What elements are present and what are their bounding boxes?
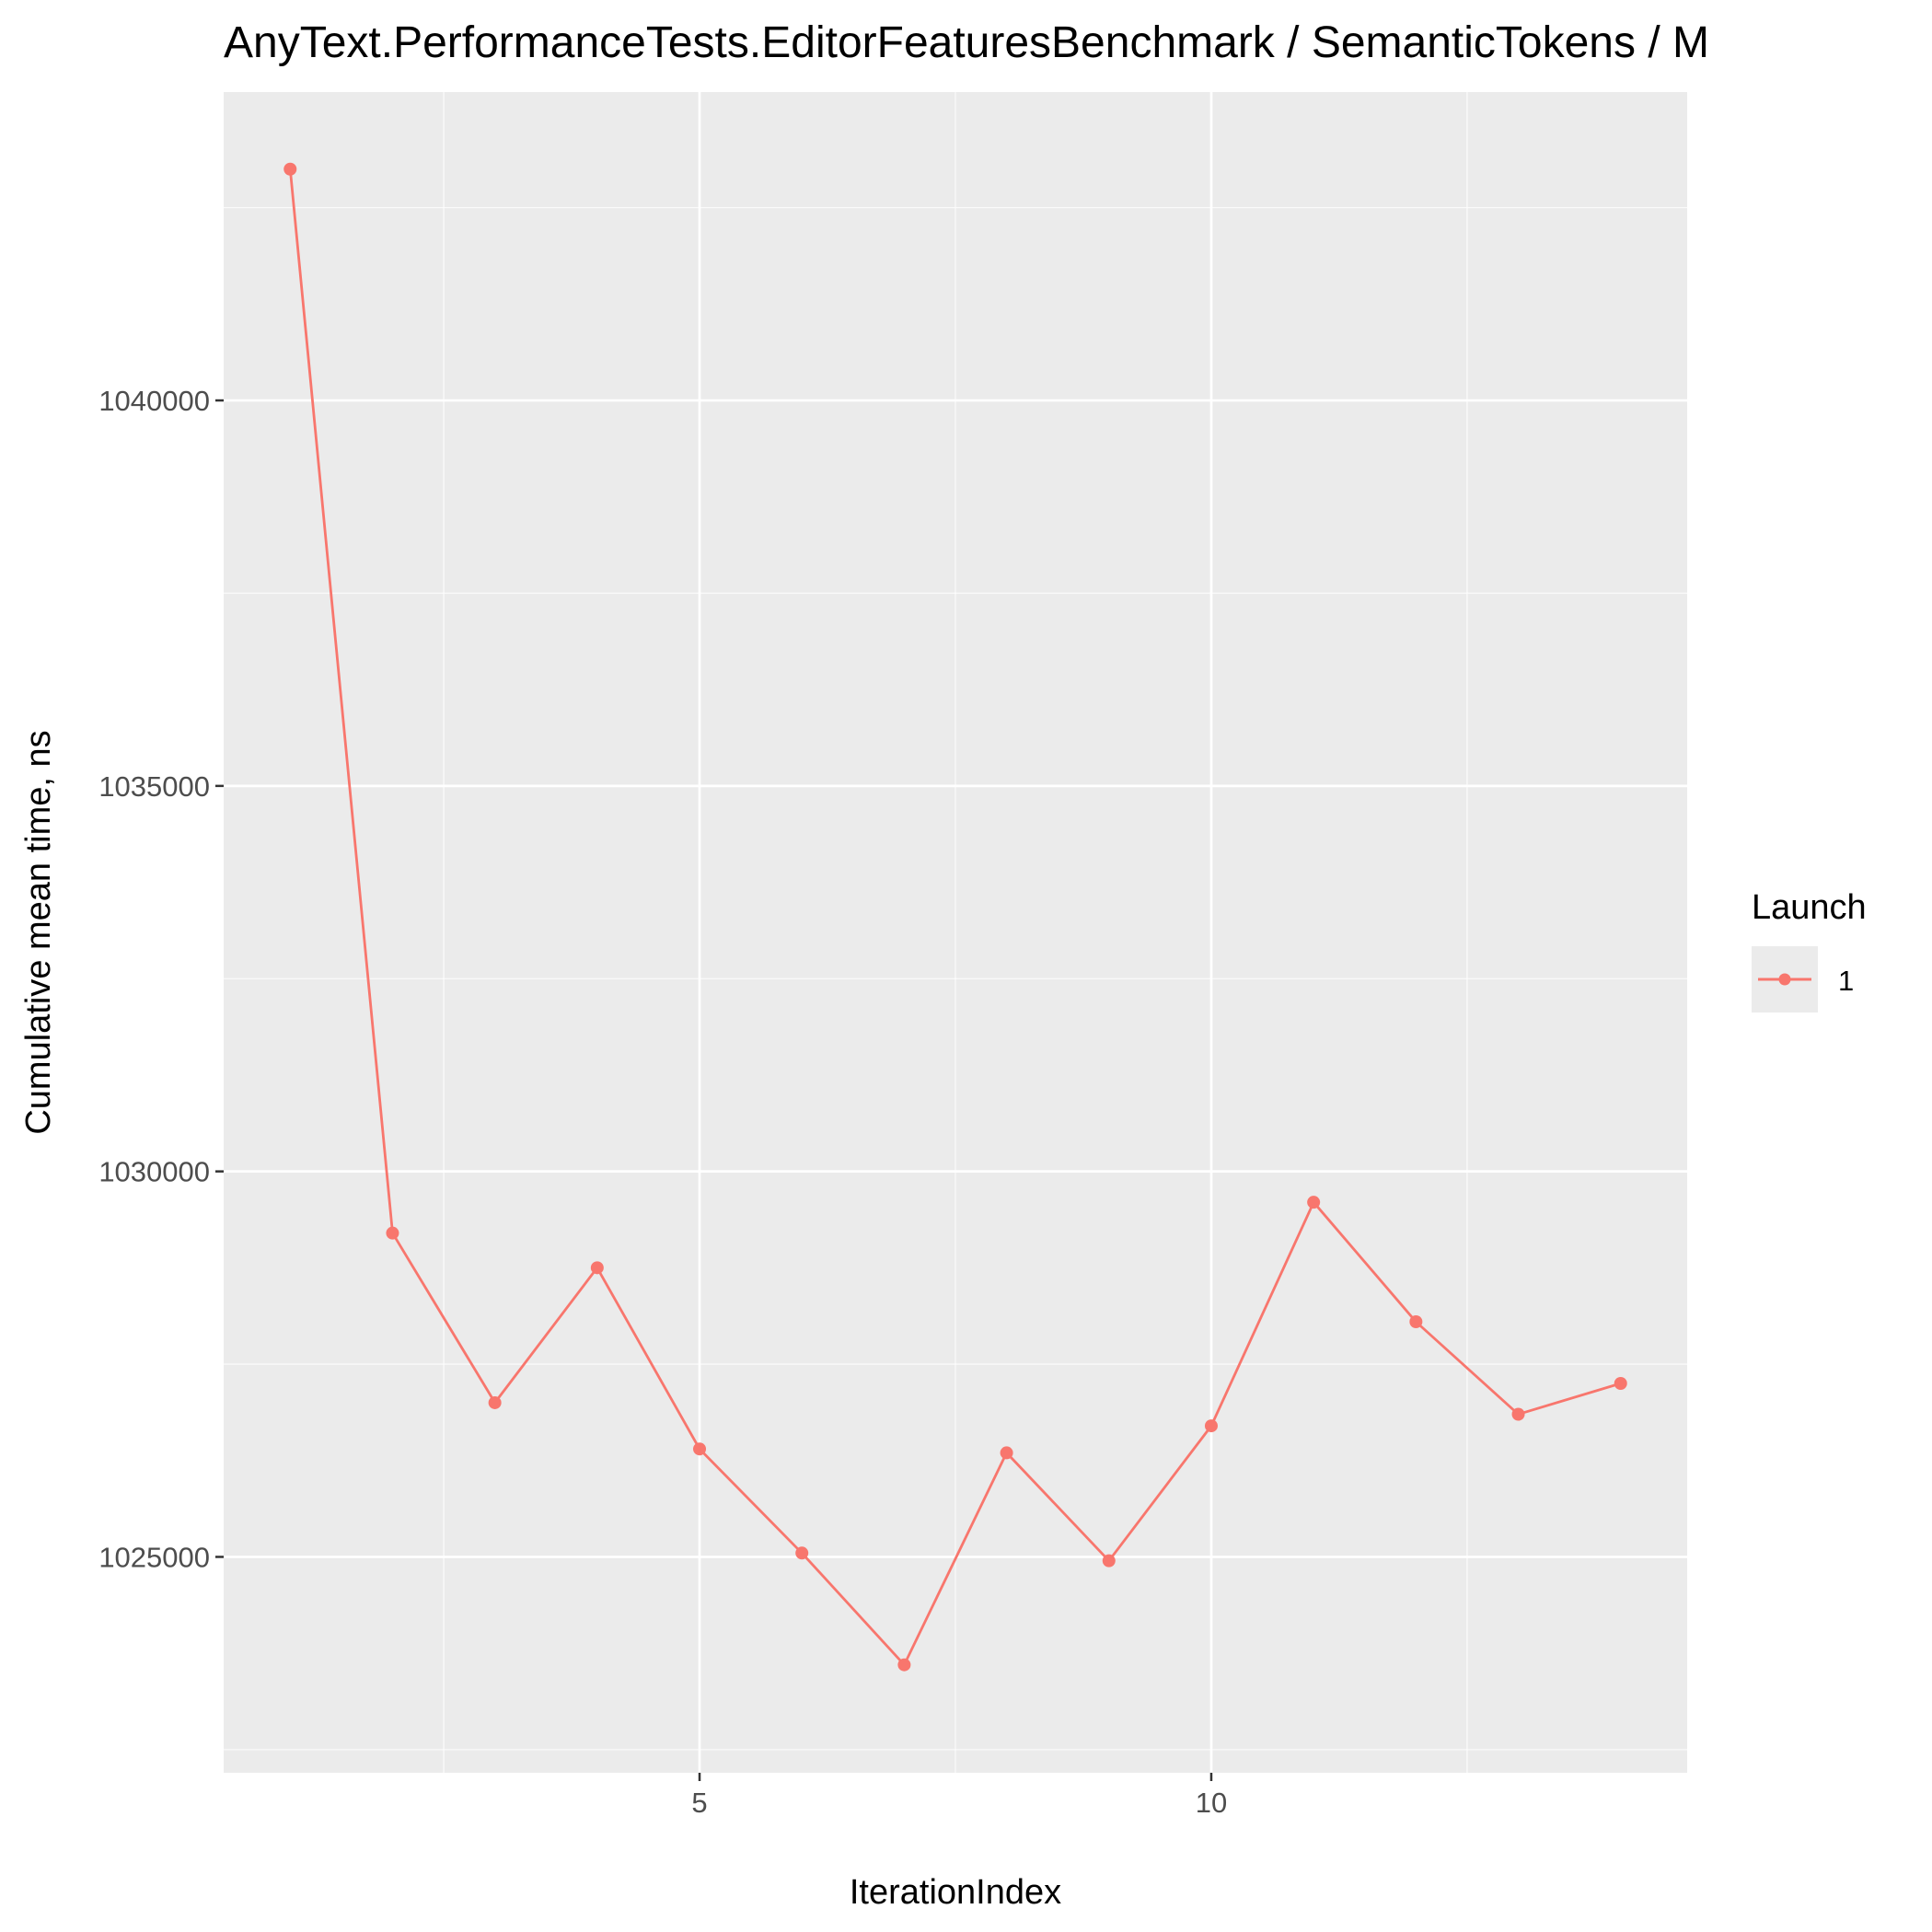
x-axis-title: IterationIndex <box>850 1873 1061 1912</box>
data-point <box>590 1261 604 1275</box>
legend: Launch 1 <box>1752 888 1867 1012</box>
data-point <box>386 1226 399 1240</box>
legend-key-point <box>1778 973 1791 986</box>
data-point <box>1511 1407 1525 1421</box>
data-point <box>1204 1419 1218 1433</box>
x-axis: 5 10 <box>691 1773 1227 1819</box>
data-point <box>1614 1377 1627 1391</box>
y-tick-label: 1025000 <box>98 1541 210 1573</box>
data-point <box>795 1546 809 1560</box>
data-point <box>1307 1196 1321 1209</box>
data-point <box>1409 1314 1423 1328</box>
data-point <box>1000 1446 1013 1460</box>
series-line <box>288 168 1622 1667</box>
data-point <box>488 1395 502 1409</box>
data-point <box>1102 1554 1116 1568</box>
y-tick-label: 1040000 <box>98 385 210 417</box>
legend-label: 1 <box>1838 965 1854 997</box>
data-point <box>693 1442 707 1456</box>
chart-title: AnyText.PerformanceTests.EditorFeaturesB… <box>224 18 1709 67</box>
data-point <box>283 162 297 176</box>
y-axis-title: Cumulative mean time, ns <box>19 730 58 1134</box>
data-point <box>897 1658 911 1672</box>
y-tick-label: 1035000 <box>98 770 210 803</box>
y-tick-label: 1030000 <box>98 1156 210 1188</box>
grid-major <box>224 92 1687 1773</box>
legend-title: Launch <box>1752 888 1867 927</box>
x-tick-label: 10 <box>1196 1787 1227 1819</box>
y-axis: 1025000 1030000 1035000 1040000 <box>98 385 224 1573</box>
x-tick-label: 5 <box>691 1787 707 1819</box>
grid-minor <box>224 92 1687 1773</box>
series-layer <box>283 162 1627 1672</box>
